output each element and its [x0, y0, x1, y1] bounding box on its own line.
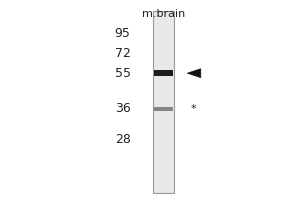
Bar: [154, 107, 173, 111]
Text: 95: 95: [115, 27, 130, 40]
Bar: [153, 11, 174, 193]
Bar: [154, 70, 173, 76]
Text: *: *: [190, 104, 196, 114]
Text: 55: 55: [115, 67, 130, 80]
Text: m.brain: m.brain: [142, 9, 185, 19]
Polygon shape: [187, 69, 201, 78]
Text: 36: 36: [115, 102, 130, 115]
Text: 28: 28: [115, 133, 130, 146]
Text: 72: 72: [115, 47, 130, 60]
